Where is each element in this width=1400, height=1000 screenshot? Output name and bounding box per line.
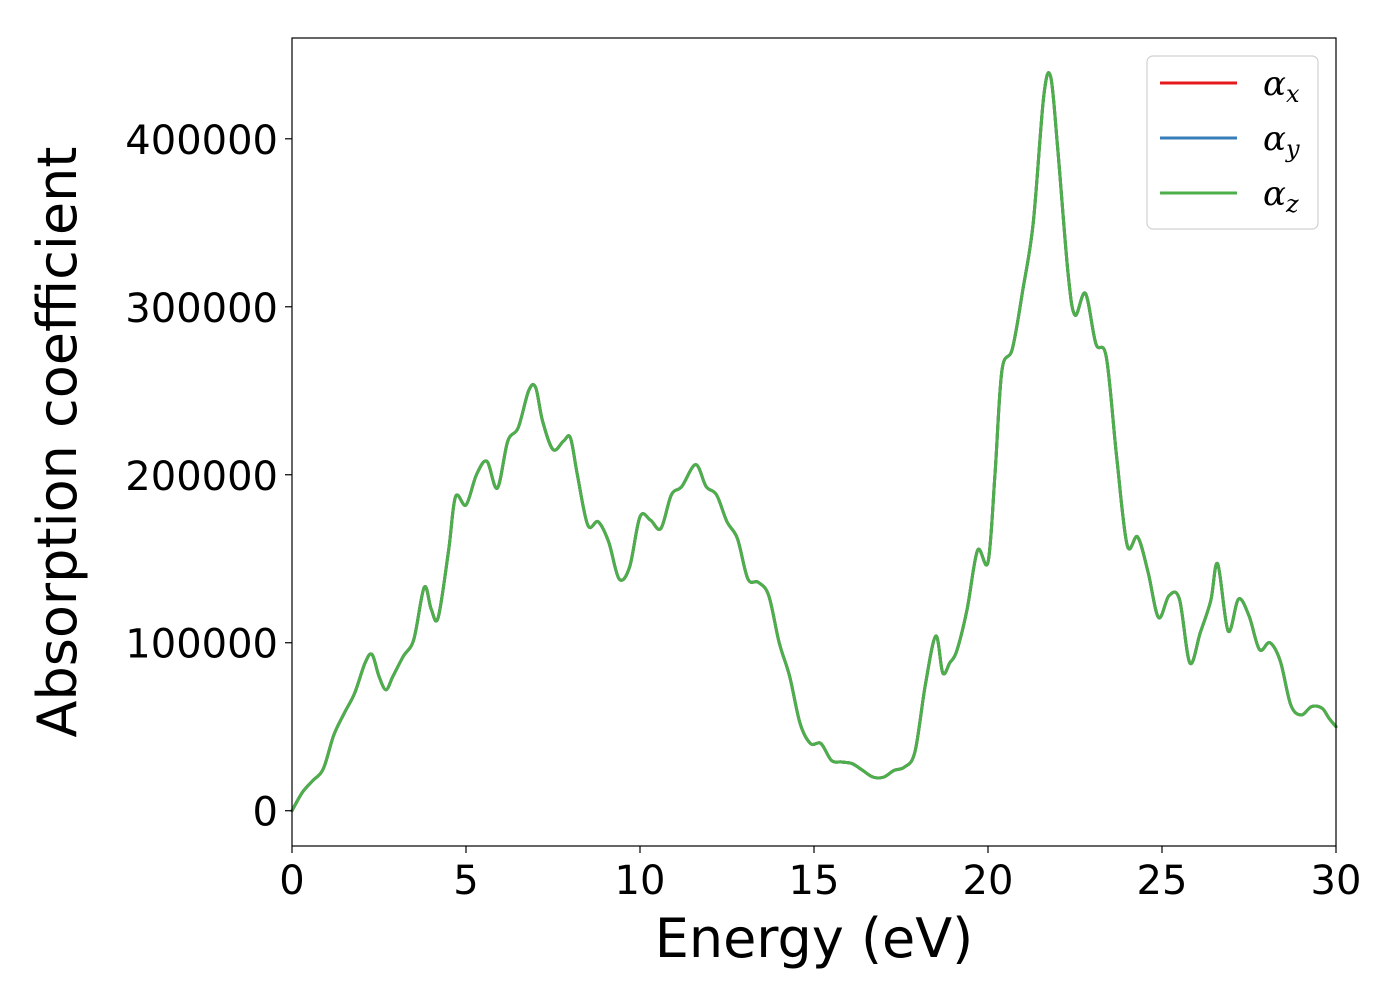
series-line-alpha-z: [290, 71, 1338, 813]
x-tick-label: 10: [615, 858, 666, 904]
y-tick-label: 200000: [125, 454, 278, 500]
y-tick-label: 100000: [125, 622, 278, 668]
y-tick-label: 300000: [125, 286, 278, 332]
y-tick-label: 400000: [125, 118, 278, 164]
x-tick-label: 20: [963, 858, 1014, 904]
y-axis-title: Absorption coefficient: [26, 147, 89, 738]
y-tick-label: 0: [253, 790, 278, 836]
x-tick-label: 0: [279, 858, 304, 904]
legend-box: [1146, 55, 1319, 230]
x-tick-label: 25: [1137, 858, 1188, 904]
x-axis-ticks: 0 5 10 15 20 25 30: [279, 846, 1361, 904]
series-layer: [290, 71, 1338, 813]
x-tick-label: 30: [1311, 858, 1362, 904]
x-axis-title: Energy (eV): [655, 907, 974, 970]
y-axis-ticks: 0 100000 200000 300000 400000: [125, 118, 292, 836]
x-tick-label: 15: [789, 858, 840, 904]
x-tick-label: 5: [453, 858, 478, 904]
